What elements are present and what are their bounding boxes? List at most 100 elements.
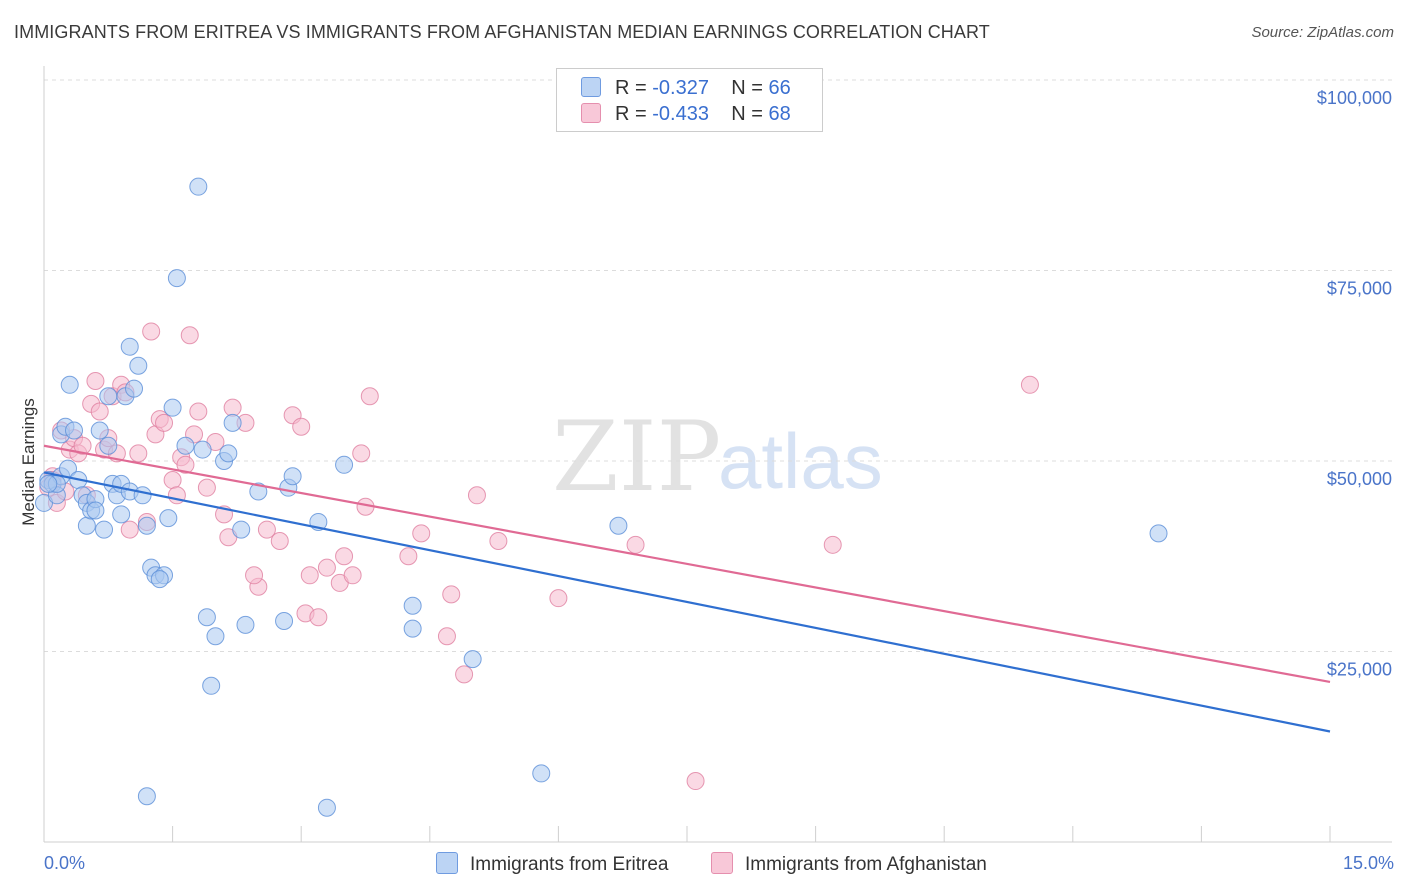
afghanistan-point-32 [189, 402, 208, 421]
afghanistan-point-60 [489, 532, 508, 551]
eritrea-point-63 [86, 501, 105, 520]
eritrea-points [35, 177, 1168, 817]
afghanistan-point-62 [626, 535, 645, 554]
r-label: R = [615, 77, 647, 99]
afghanistan-point-58 [455, 665, 474, 684]
watermark-zip: ZIP [552, 401, 721, 513]
eritrea-point-28 [133, 486, 152, 505]
eritrea-point-37 [189, 177, 208, 196]
chart-title: IMMIGRANTS FROM ERITREA VS IMMIGRANTS FR… [14, 22, 990, 42]
afghanistan-point-12 [90, 402, 109, 421]
y-tick-label-2: $75,000 [1327, 279, 1392, 299]
x-tick-label-min: 0.0% [44, 853, 85, 873]
afghanistan-legend-swatch [711, 852, 733, 874]
n-label: N = [731, 103, 763, 125]
afghanistan-point-25 [155, 413, 174, 432]
afghanistan-trend-line [43, 444, 1331, 684]
eritrea-point-59 [317, 798, 336, 817]
afghanistan-points [39, 322, 1039, 791]
afghanistan-point-63 [686, 772, 705, 791]
afghanistan-point-20 [129, 444, 148, 463]
y-tick-labels: $25,000 $50,000 $75,000 $100,000 [1317, 88, 1392, 680]
eritrea-point-36 [176, 436, 195, 455]
eritrea-point-18 [99, 436, 118, 455]
eritrea-point-46 [249, 482, 268, 501]
y-tick-label-0: $25,000 [1327, 660, 1392, 680]
axes [43, 66, 1392, 843]
afghanistan-point-53 [360, 387, 379, 406]
afghanistan-point-40 [257, 520, 276, 539]
afghanistan-point-66 [245, 566, 264, 585]
afghanistan-point-26 [163, 471, 182, 490]
legend-item-eritrea[interactable]: Immigrants from Eritrea [436, 852, 668, 876]
afghanistan-point-64 [823, 535, 842, 554]
n-value-afghanistan: 68 [768, 103, 791, 125]
afghanistan-point-29 [176, 455, 195, 474]
eritrea-point-53 [403, 619, 422, 638]
afghanistan-point-49 [335, 547, 354, 566]
legend-item-afghanistan[interactable]: Immigrants from Afghanistan [711, 852, 987, 876]
legend-label-afghanistan: Immigrants from Afghanistan [745, 854, 987, 875]
afghanistan-point-41 [270, 532, 289, 551]
eritrea-point-38 [193, 440, 212, 459]
afghanistan-point-8 [73, 436, 92, 455]
eritrea-trend-line [43, 471, 1331, 733]
eritrea-point-49 [283, 467, 302, 486]
eritrea-point-27 [129, 356, 148, 375]
eritrea-swatch [581, 77, 601, 97]
y-tick-label-1: $50,000 [1327, 469, 1392, 489]
eritrea-point-44 [232, 520, 251, 539]
eritrea-point-26 [125, 379, 144, 398]
afghanistan-point-22 [142, 322, 161, 341]
eritrea-point-35 [167, 269, 186, 288]
y-tick-label-3: $100,000 [1317, 88, 1392, 108]
eritrea-point-51 [335, 455, 354, 474]
r-value-afghanistan: -0.433 [652, 103, 709, 125]
afghanistan-point-56 [437, 627, 456, 646]
series-legend: Immigrants from Eritrea Immigrants from … [0, 852, 1406, 878]
eritrea-point-54 [463, 650, 482, 669]
watermark: ZIP atlas [552, 401, 883, 513]
trend-lines [43, 444, 1331, 733]
eritrea-point-16 [90, 421, 109, 440]
x-tick-label-max: 15.0% [1343, 853, 1394, 873]
afghanistan-point-59 [467, 486, 486, 505]
eritrea-point-17 [95, 520, 114, 539]
r-value-eritrea: -0.327 [652, 77, 709, 99]
eritrea-point-41 [206, 627, 225, 646]
afghanistan-point-45 [300, 566, 319, 585]
afghanistan-point-57 [442, 585, 461, 604]
afghanistan-point-47 [317, 558, 336, 577]
eritrea-point-19 [99, 387, 118, 406]
r-label: R = [615, 103, 647, 125]
y-axis-title: Median Earnings [19, 398, 38, 526]
eritrea-point-64 [219, 444, 238, 463]
eritrea-point-43 [223, 413, 242, 432]
afghanistan-point-65 [1020, 375, 1039, 394]
eritrea-point-47 [275, 612, 294, 631]
eritrea-point-9 [65, 421, 84, 440]
afghanistan-point-50 [343, 566, 362, 585]
afghanistan-point-55 [412, 524, 431, 543]
eritrea-point-34 [163, 398, 182, 417]
eritrea-legend-swatch [436, 852, 458, 874]
afghanistan-point-37 [223, 398, 242, 417]
source-credit: Source: ZipAtlas.com [1251, 24, 1394, 41]
eritrea-point-52 [403, 596, 422, 615]
afghanistan-point-51 [352, 444, 371, 463]
eritrea-point-33 [159, 509, 178, 528]
eritrea-point-58 [137, 787, 156, 806]
eritrea-point-40 [202, 676, 221, 695]
afghanistan-point-11 [86, 371, 105, 390]
legend-label-eritrea: Immigrants from Eritrea [470, 854, 669, 875]
eritrea-point-25 [120, 337, 139, 356]
afghanistan-swatch [581, 103, 601, 123]
gridlines [44, 79, 1392, 652]
afghanistan-point-46 [309, 608, 328, 627]
afghanistan-point-30 [180, 326, 199, 345]
eritrea-point-65 [39, 474, 58, 493]
afghanistan-point-54 [399, 547, 418, 566]
eritrea-point-62 [150, 570, 169, 589]
correlation-legend: R = -0.327 N = 66 R = -0.433 N = 68 [556, 68, 823, 132]
